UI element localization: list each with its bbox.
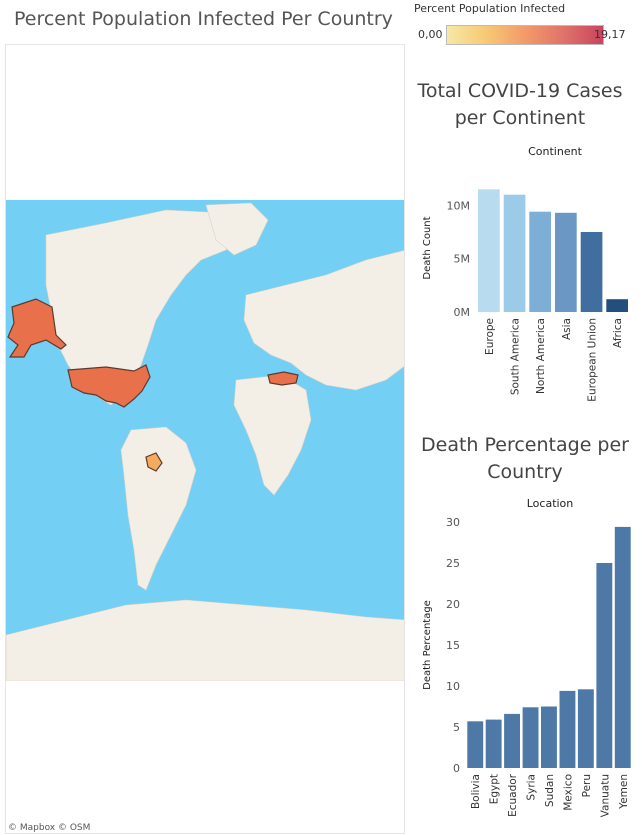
legend-min-label: 0,00 <box>418 28 443 41</box>
continent-y-tick-label: 10M <box>447 199 471 212</box>
country-y-tick-label: 15 <box>446 639 460 652</box>
map-title: Percent Population Infected Per Country <box>14 8 393 30</box>
highlighted-countries[interactable] <box>7 298 299 472</box>
continent-y-tick-label: 5M <box>454 253 471 266</box>
color-legend: Percent Population Infected 0,00 19,17 <box>414 2 634 45</box>
africa-land <box>233 374 312 496</box>
legend-max-label: 19,17 <box>594 28 626 41</box>
continent-chart-title: Total COVID-19 Cases per Continent <box>417 80 623 129</box>
continent-bar-chart[interactable]: Death Count 10M 5M 0M Europe South America Nor… <box>410 160 640 405</box>
greenland-land <box>205 202 269 256</box>
country-y-tick-label: 10 <box>446 680 460 693</box>
country-y-tick-label: 30 <box>446 516 460 529</box>
continent-bar-africa[interactable] <box>606 299 628 312</box>
continent-x-tick-label: South America <box>510 318 522 395</box>
country-y-axis-label: Death Percentage <box>422 600 433 690</box>
country-x-tick-label: Syria <box>526 774 538 801</box>
bolivia-shape <box>145 452 163 472</box>
country-x-tick-label: Peru <box>581 774 593 797</box>
country-bar-egypt[interactable] <box>485 719 502 768</box>
legend-row: 0,00 19,17 <box>414 24 634 46</box>
country-bar-chart[interactable]: Death Percentage 30 25 20 15 10 5 0 Bolivia Egypt… <box>410 510 640 832</box>
eurasia-land <box>243 250 404 391</box>
continent-x-tick-label: North America <box>535 318 547 394</box>
country-chart-title: Death Percentage per Country <box>421 434 629 483</box>
country-bar-sudan[interactable] <box>541 706 557 769</box>
continent-x-tick-label: European Union <box>587 318 599 402</box>
land-masses <box>6 202 404 682</box>
country-x-tick-label: Ecuador <box>507 773 519 817</box>
country-x-tick-label: Mexico <box>562 774 574 811</box>
continent-bar-asia[interactable] <box>555 212 577 312</box>
legend-title: Percent Population Infected <box>414 2 566 15</box>
country-y-tick-label: 0 <box>453 762 460 775</box>
continent-chart-header: Continent <box>528 145 582 158</box>
map-attribution: © Mapbox © OSM <box>8 823 91 833</box>
country-chart-header: Location <box>526 497 574 510</box>
continent-bar-south-america[interactable] <box>503 194 526 312</box>
south-america-land <box>120 426 197 591</box>
country-y-tick-label: 25 <box>446 557 460 570</box>
country-bar-vanuatu[interactable] <box>596 563 613 768</box>
country-y-tick-label: 20 <box>446 598 460 611</box>
country-y-tick-label: 5 <box>453 721 460 734</box>
country-x-tick-label: Yemen <box>618 774 630 810</box>
country-x-tick-label: Vanuatu <box>599 774 611 817</box>
country-bar-yemen[interactable] <box>614 526 631 768</box>
country-bar-syria[interactable] <box>522 707 539 768</box>
country-bar-peru[interactable] <box>577 689 594 768</box>
usa-shape <box>67 364 151 408</box>
map-blank-bottom <box>6 681 404 833</box>
continent-x-tick-label: Asia <box>561 318 573 340</box>
continent-y-axis-label: Death Count <box>422 216 433 279</box>
continent-x-tick-label: Africa <box>612 318 624 348</box>
country-bar-bolivia[interactable] <box>467 721 484 768</box>
country-x-tick-label: Sudan <box>544 774 556 807</box>
country-x-tick-label: Egypt <box>489 774 501 804</box>
country-bar-mexico[interactable] <box>559 690 576 768</box>
country-x-tick-label: Bolivia <box>470 774 482 809</box>
turkey-shape <box>267 371 299 386</box>
continent-y-tick-label: 0M <box>454 306 471 319</box>
map-frame[interactable] <box>5 44 405 834</box>
continent-x-tick-label: Europe <box>484 318 496 355</box>
continent-bar-north-america[interactable] <box>529 211 551 312</box>
world-map[interactable] <box>6 45 405 834</box>
legend-color-ramp <box>446 25 604 45</box>
continent-bar-europe[interactable] <box>478 189 500 312</box>
country-bar-ecuador[interactable] <box>504 713 520 768</box>
continent-bar-european-union[interactable] <box>580 232 603 312</box>
alaska-shape <box>7 298 67 358</box>
